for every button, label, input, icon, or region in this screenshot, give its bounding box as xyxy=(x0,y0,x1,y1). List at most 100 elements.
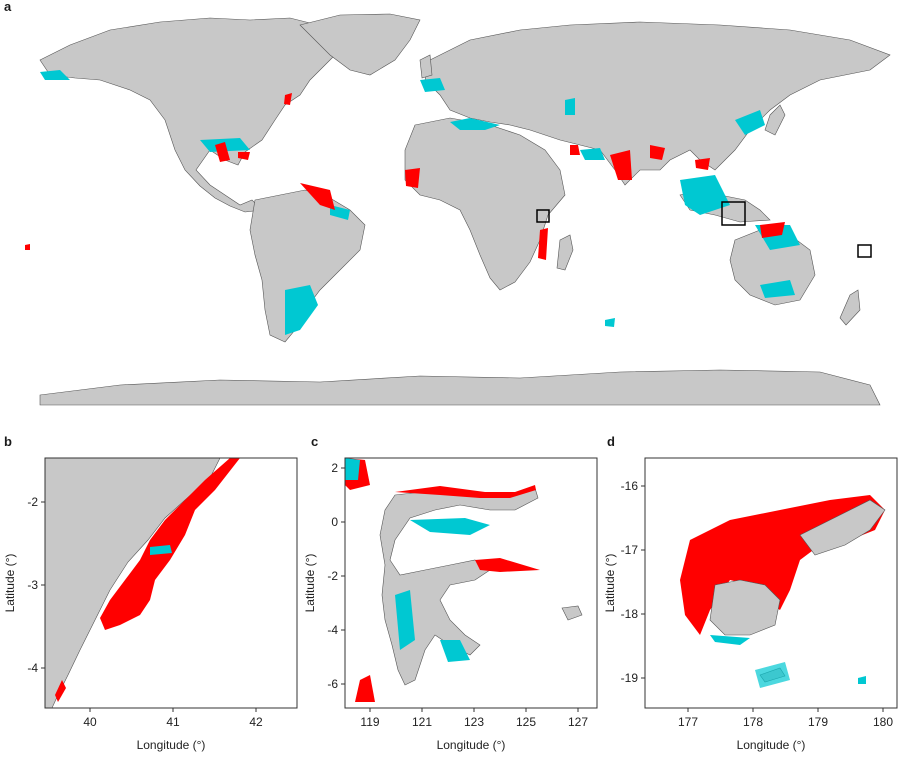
landmass-japan xyxy=(764,104,786,136)
panel-b-ytick-label: -4 xyxy=(27,661,38,675)
cyan-patagonia xyxy=(285,285,318,335)
panel-d-yticks xyxy=(641,485,645,679)
red-new-guinea xyxy=(760,222,785,238)
cyan-highlights xyxy=(40,70,800,335)
red-gulf-of-mexico xyxy=(215,142,230,162)
panel-c-frame xyxy=(344,457,598,709)
panel-c-xtick-label: 121 xyxy=(412,715,432,729)
panel-c-xticks xyxy=(369,708,579,712)
world-landmasses xyxy=(39,13,891,406)
landmass-africa xyxy=(404,117,566,291)
cyan-south-australia xyxy=(760,280,795,298)
cyan-kerguelen xyxy=(605,318,615,327)
red-highlights xyxy=(25,93,785,260)
panel-b-ytick-label: -2 xyxy=(27,495,38,509)
cyan-mediterranean xyxy=(450,118,500,130)
panel-letter-d: d xyxy=(607,434,615,449)
panel-c-xtick-label: 123 xyxy=(464,715,484,729)
panel-d-cyan-viti-levu xyxy=(710,635,750,645)
landmass-greenland xyxy=(299,13,421,76)
panel-c-ytick-label: -6 xyxy=(327,677,338,691)
landmass-madagascar xyxy=(556,234,574,271)
world-map xyxy=(25,13,891,406)
panel-b-frame xyxy=(44,457,298,709)
panel-d-cyan-kadavu xyxy=(755,662,790,688)
panel-b-ytick-label: -3 xyxy=(27,578,38,592)
panel-d-ytick-label: -18 xyxy=(621,607,639,621)
panel-c-ytick-label: -4 xyxy=(327,623,338,637)
panel-c-ytick-label: 0 xyxy=(331,515,338,529)
panel-c-xtick-label: 119 xyxy=(360,715,379,729)
panel-c-ytick-label: -2 xyxy=(327,569,338,583)
panel-c-map: 119 121 123 125 127 2 0 -2 -4 -6 Longitu… xyxy=(303,457,598,752)
panel-d-xlabel: Longitude (°) xyxy=(737,738,806,752)
cyan-sundaland xyxy=(680,175,730,215)
red-east-africa xyxy=(538,228,548,260)
panel-d-ytick-label: -16 xyxy=(621,479,639,493)
cyan-amazon-shelf xyxy=(330,205,350,220)
panel-d-ytick-label: -17 xyxy=(621,543,639,557)
landmass-new-zealand xyxy=(839,289,861,326)
panel-c-land-islet xyxy=(561,605,583,621)
panel-d-xtick-label: 180 xyxy=(873,715,893,729)
panel-c-red-coast xyxy=(395,485,536,498)
red-bay-of-bengal xyxy=(650,145,665,160)
red-red-sea xyxy=(570,145,580,155)
panel-d-land-viti-levu xyxy=(709,579,781,636)
inset-box-b xyxy=(536,209,550,223)
panel-c-red-south xyxy=(355,675,375,702)
panel-c-cyan-southwest xyxy=(395,590,415,650)
panel-c-cyan-tomini xyxy=(410,518,490,535)
landmass-eurasia xyxy=(424,21,891,186)
red-west-africa xyxy=(405,168,420,188)
panel-b-ylabel: Latitude (°) xyxy=(3,554,17,613)
panel-c-cyan-bone xyxy=(440,640,470,662)
panel-c-xlabel: Longitude (°) xyxy=(437,738,506,752)
cyan-north-sea xyxy=(420,78,445,92)
panel-c-red-tomini xyxy=(475,558,540,572)
red-east-coast xyxy=(284,93,292,105)
cyan-east-asia xyxy=(735,110,765,135)
inset-box-c xyxy=(721,201,746,226)
panel-c-ytick-label: 2 xyxy=(331,461,338,475)
panel-d-xticks xyxy=(687,708,884,712)
panel-c-cyan-borneo xyxy=(345,458,360,480)
panel-d-ylabel: Latitude (°) xyxy=(603,554,617,613)
panel-b-xtick-label: 42 xyxy=(249,715,263,729)
panel-b-xtick-label: 41 xyxy=(166,715,180,729)
cyan-persian-gulf xyxy=(580,148,605,160)
panel-d-frame xyxy=(644,457,898,709)
panel-d-map: 177 178 179 180 -16 -17 -18 -19 Longitud… xyxy=(603,457,898,752)
panel-d-xtick-label: 179 xyxy=(808,715,828,729)
panel-d-plot xyxy=(644,457,898,709)
panel-b-plot xyxy=(44,457,298,709)
panel-c-xtick-label: 127 xyxy=(568,715,588,729)
panel-d-cyan-islet xyxy=(858,676,866,684)
red-cuba xyxy=(238,152,250,160)
landmass-uk xyxy=(419,54,433,79)
panel-letter-b: b xyxy=(4,434,12,449)
panel-c-land-sulawesi xyxy=(379,487,539,686)
panel-d-xtick-label: 177 xyxy=(678,715,698,729)
panel-b-red-shoreline xyxy=(55,680,66,702)
red-venezuela xyxy=(300,183,335,210)
red-south-china xyxy=(695,158,710,170)
panel-b-red-reef xyxy=(100,458,240,630)
landmass-antarctica xyxy=(39,369,881,406)
panel-c-yticks xyxy=(341,467,345,685)
panel-b-map: 40 41 42 -2 -3 -4 Longitude (°) Latitude… xyxy=(3,457,298,752)
panel-c-xtick-label: 125 xyxy=(516,715,536,729)
panel-b-cyan-shelf xyxy=(150,545,172,555)
panel-b-xlabel: Longitude (°) xyxy=(137,738,206,752)
cyan-caspian xyxy=(565,98,575,115)
landmass-north-america xyxy=(39,17,346,213)
red-pacific-islands xyxy=(25,244,30,250)
panel-b-xtick-label: 40 xyxy=(83,715,97,729)
panel-b-xticks xyxy=(89,708,257,712)
panel-b-yticks xyxy=(41,501,45,669)
panel-d-xtick-label: 178 xyxy=(743,715,763,729)
inset-box-d xyxy=(857,244,872,258)
panel-c-plot xyxy=(344,457,598,709)
panel-letter-a: a xyxy=(4,0,12,14)
red-india xyxy=(610,150,632,180)
